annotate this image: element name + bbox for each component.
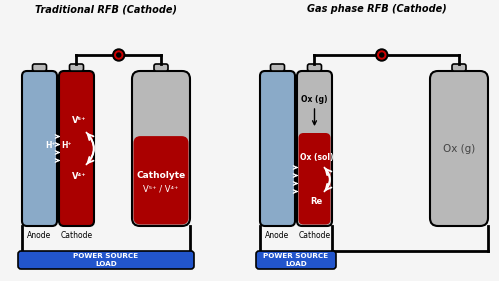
Text: Gas phase RFB (Cathode): Gas phase RFB (Cathode) — [306, 4, 447, 14]
Circle shape — [380, 53, 384, 57]
Text: Ox (sol): Ox (sol) — [300, 153, 333, 162]
Text: Catholyte: Catholyte — [136, 171, 186, 180]
Text: Re: Re — [310, 197, 323, 206]
FancyBboxPatch shape — [134, 136, 189, 225]
FancyBboxPatch shape — [298, 133, 330, 225]
Text: Ox (g): Ox (g) — [443, 144, 475, 153]
Circle shape — [378, 51, 386, 59]
Text: Ox (g): Ox (g) — [301, 96, 328, 105]
FancyBboxPatch shape — [270, 64, 284, 71]
Text: H⁺: H⁺ — [62, 141, 72, 150]
FancyBboxPatch shape — [22, 71, 57, 226]
FancyBboxPatch shape — [59, 71, 94, 226]
FancyBboxPatch shape — [297, 71, 332, 226]
FancyBboxPatch shape — [18, 251, 194, 269]
FancyBboxPatch shape — [260, 71, 295, 226]
Text: Cathode: Cathode — [60, 231, 92, 240]
FancyBboxPatch shape — [32, 64, 46, 71]
FancyBboxPatch shape — [69, 64, 83, 71]
Circle shape — [376, 49, 388, 61]
FancyBboxPatch shape — [154, 64, 168, 71]
Text: V⁴⁺: V⁴⁺ — [72, 172, 87, 181]
FancyBboxPatch shape — [256, 251, 336, 269]
Text: Cathode: Cathode — [298, 231, 330, 240]
Circle shape — [117, 53, 121, 57]
Text: Traditional RFB (Cathode): Traditional RFB (Cathode) — [35, 4, 177, 14]
Text: POWER SOURCE
LOAD: POWER SOURCE LOAD — [73, 253, 139, 266]
Text: POWER SOURCE
LOAD: POWER SOURCE LOAD — [263, 253, 328, 266]
Text: Anode: Anode — [265, 231, 289, 240]
FancyBboxPatch shape — [452, 64, 466, 71]
Text: Anode: Anode — [27, 231, 51, 240]
Text: V⁵⁺ / V⁴⁺: V⁵⁺ / V⁴⁺ — [143, 185, 179, 194]
Text: H⁺: H⁺ — [46, 141, 56, 150]
FancyBboxPatch shape — [430, 71, 488, 226]
Text: V⁵⁺: V⁵⁺ — [72, 116, 87, 125]
Circle shape — [113, 49, 125, 61]
Circle shape — [115, 51, 123, 59]
FancyBboxPatch shape — [132, 71, 190, 226]
FancyBboxPatch shape — [307, 64, 321, 71]
